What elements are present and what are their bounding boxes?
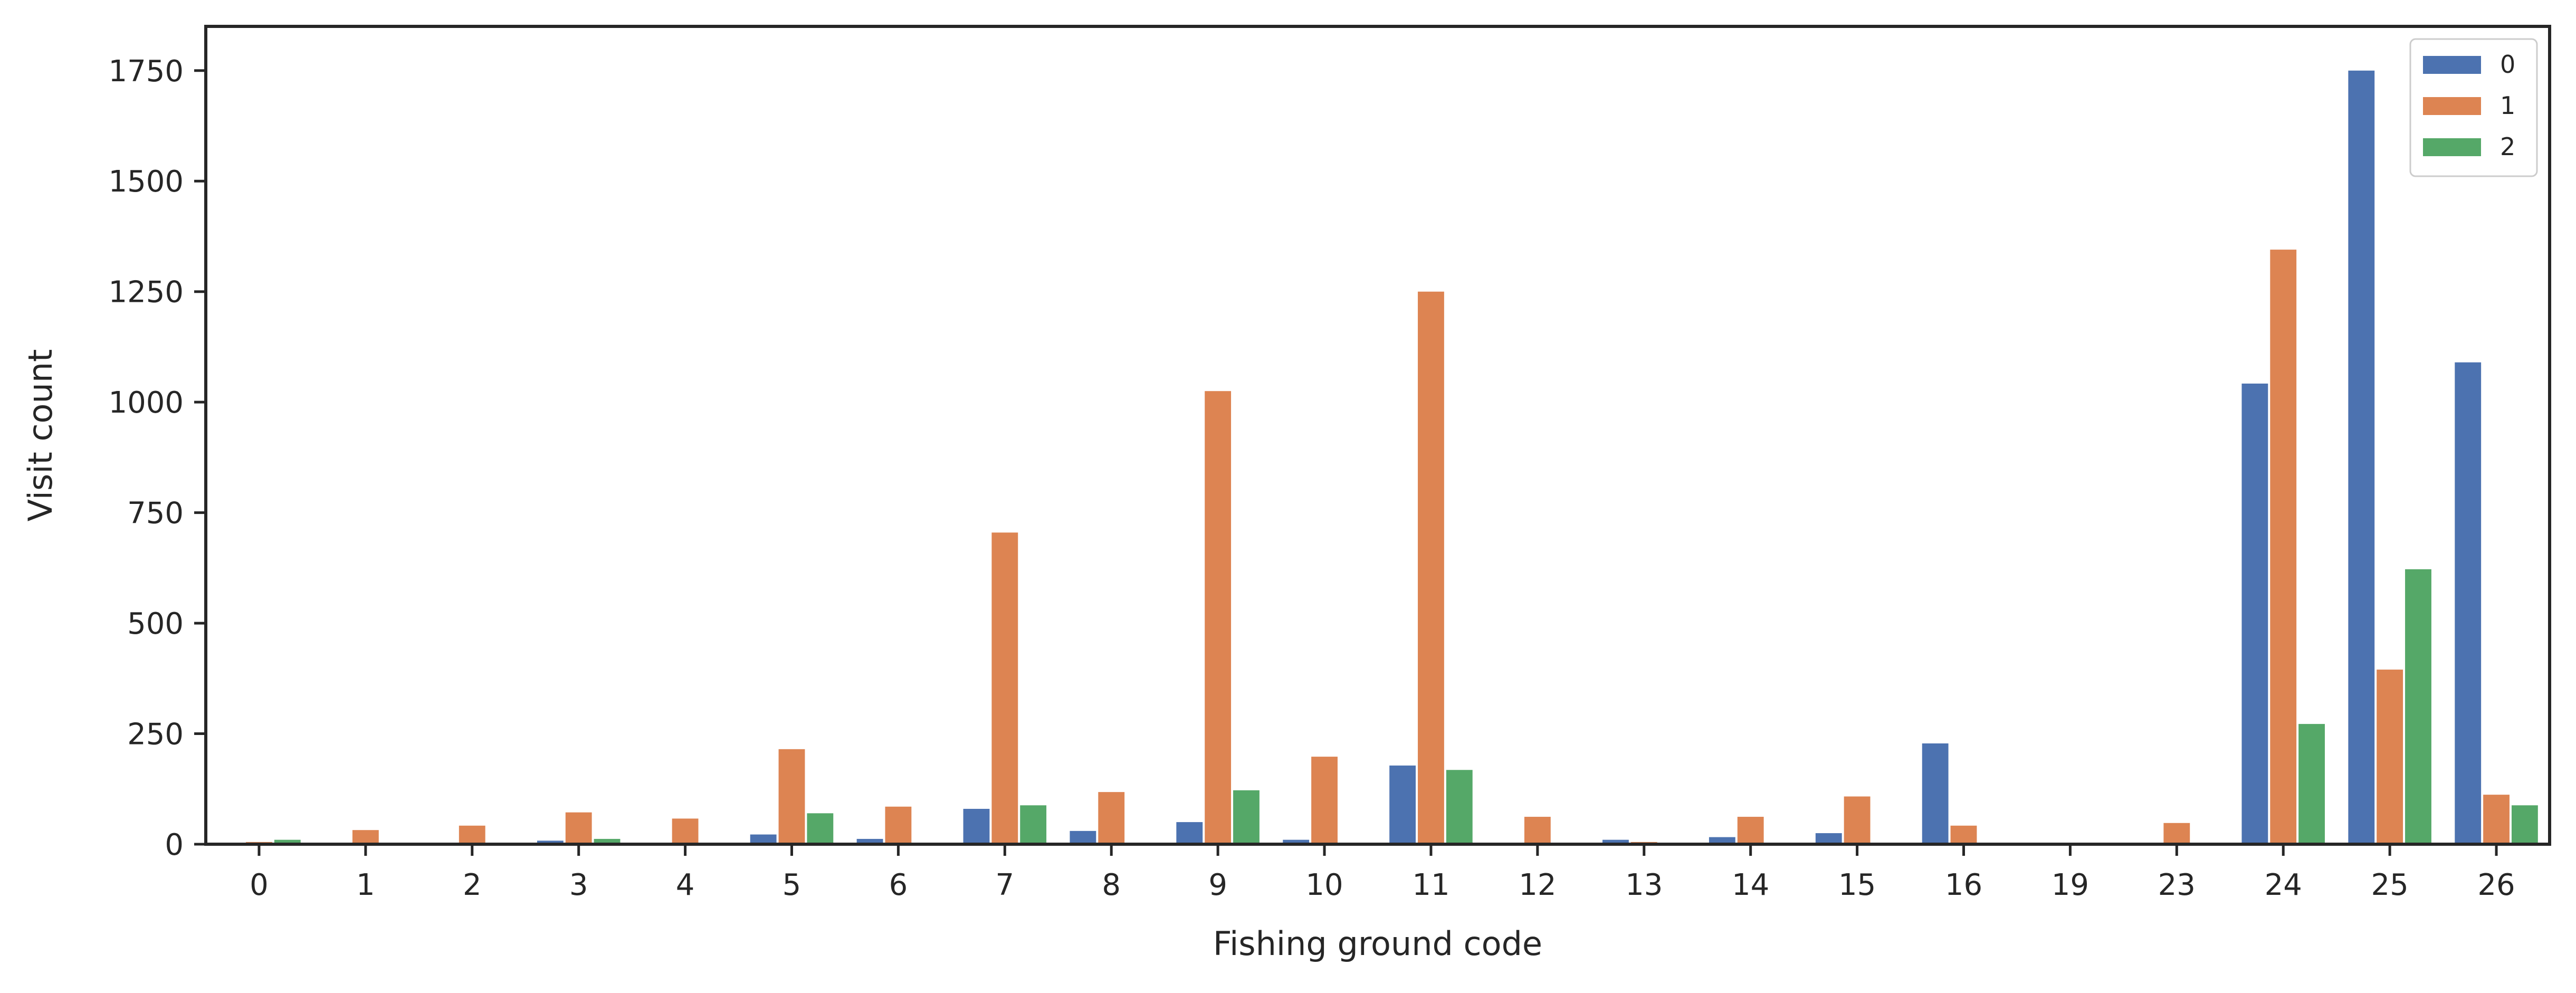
bar-series-1-cat-1	[352, 830, 379, 844]
bar-series-1-cat-5	[778, 749, 805, 844]
bar-series-1-cat-12	[1524, 817, 1551, 844]
x-axis-label: Fishing ground code	[1213, 924, 1542, 963]
axes-layer	[204, 25, 2551, 846]
bar-series-1-cat-26	[2483, 795, 2510, 844]
bars-layer	[217, 70, 2538, 845]
bar-series-1-cat-16	[1950, 825, 1977, 844]
x-tick-label: 12	[1519, 868, 1556, 902]
bar-series-0-cat-14	[1709, 837, 1735, 844]
bar-series-0-cat-26	[2455, 362, 2482, 844]
bar-series-1-cat-4	[672, 818, 699, 844]
bar-series-1-cat-7	[991, 532, 1018, 844]
y-tick-label: 0	[165, 828, 184, 862]
bar-series-0-cat-16	[1922, 743, 1949, 844]
bar-series-1-cat-23	[2163, 823, 2190, 844]
x-tick-label: 7	[995, 868, 1014, 902]
bar-series-2-cat-26	[2511, 805, 2538, 844]
bar-series-1-cat-14	[1737, 817, 1764, 844]
bar-series-1-cat-10	[1311, 757, 1338, 844]
x-tick-label: 23	[2158, 868, 2196, 902]
bar-series-0-cat-5	[750, 834, 777, 844]
x-tick-label: 25	[2371, 868, 2409, 902]
y-axis-label: Visit count	[21, 349, 60, 522]
bar-series-2-cat-3	[594, 838, 621, 844]
bar-series-0-cat-25	[2348, 70, 2375, 844]
x-tick-label: 16	[1945, 868, 1982, 902]
legend: 0 1 2	[2409, 38, 2538, 177]
x-tick-label: 15	[1838, 868, 1876, 902]
y-tick-label: 1000	[108, 386, 184, 420]
bar-series-1-cat-24	[2270, 250, 2297, 844]
x-tick-label: 14	[1732, 868, 1769, 902]
y-tick-label: 1250	[108, 275, 184, 310]
bar-series-0-cat-9	[1176, 822, 1203, 844]
bar-series-1-cat-11	[1418, 291, 1444, 845]
bar-series-2-cat-25	[2405, 569, 2431, 844]
bar-series-0-cat-15	[1815, 833, 1842, 844]
legend-label-0: 0	[2500, 50, 2515, 79]
x-tick-label: 26	[2477, 868, 2515, 902]
bar-series-1-cat-2	[459, 825, 485, 844]
x-tick-label: 13	[1625, 868, 1663, 902]
bar-series-1-cat-3	[565, 812, 592, 844]
y-tick-label: 500	[127, 607, 184, 641]
legend-swatch-0	[2423, 56, 2481, 74]
bar-series-1-cat-9	[1205, 391, 1232, 844]
bar-series-1-cat-25	[2377, 670, 2403, 844]
bar-series-0-cat-7	[963, 808, 990, 844]
bar-series-0-cat-3	[537, 841, 564, 844]
bar-series-2-cat-7	[1020, 805, 1047, 844]
x-tick-label: 3	[569, 868, 588, 902]
x-tick-label: 2	[463, 868, 482, 902]
bar-series-2-cat-24	[2298, 724, 2325, 844]
bar-series-2-cat-9	[1233, 790, 1260, 844]
bar-series-1-cat-6	[885, 806, 912, 844]
x-tick-label: 10	[1305, 868, 1343, 902]
bar-series-0-cat-13	[1602, 839, 1629, 844]
bar-series-0-cat-11	[1389, 765, 1416, 844]
bar-series-0-cat-24	[2241, 383, 2268, 844]
x-tick-label: 8	[1102, 868, 1121, 902]
x-tick-label: 6	[889, 868, 908, 902]
legend-swatch-2	[2423, 138, 2481, 156]
bar-series-0-cat-10	[1283, 839, 1310, 844]
legend-label-1: 1	[2500, 91, 2515, 120]
x-tick-label: 24	[2265, 868, 2302, 902]
bar-series-1-cat-15	[1844, 796, 1871, 844]
bar-series-0-cat-8	[1070, 830, 1096, 844]
x-tick-label: 4	[676, 868, 695, 902]
y-tick-label: 250	[127, 718, 184, 752]
bar-series-1-cat-8	[1098, 792, 1125, 844]
x-tick-label: 19	[2052, 868, 2089, 902]
plot-frame	[204, 25, 2551, 846]
legend-swatch-1	[2423, 97, 2481, 115]
bar-series-0-cat-6	[856, 838, 883, 844]
bar-series-2-cat-5	[807, 813, 834, 844]
y-tick-label: 750	[127, 497, 184, 531]
x-tick-label: 1	[356, 868, 375, 902]
y-tick-label: 1750	[108, 54, 184, 89]
x-tick-label: 11	[1412, 868, 1449, 902]
bar-series-2-cat-11	[1446, 770, 1473, 844]
x-tick-label: 9	[1208, 868, 1227, 902]
x-tick-label: 0	[250, 868, 269, 902]
bar-series-2-cat-0	[274, 839, 301, 844]
x-tick-label: 5	[783, 868, 802, 902]
y-tick-label: 1500	[108, 165, 184, 199]
legend-label-2: 2	[2500, 132, 2515, 161]
